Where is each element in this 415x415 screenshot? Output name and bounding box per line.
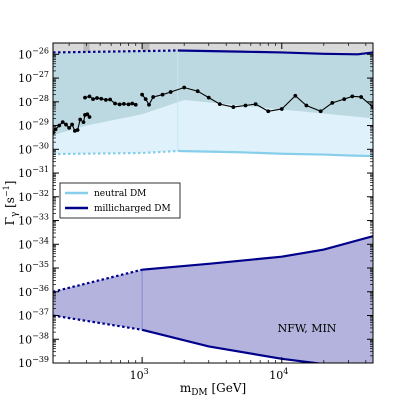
data-point-2-7 [113, 101, 117, 106]
data-point-1-0 [81, 120, 86, 124]
data-point-3-2 [147, 102, 151, 107]
data-point-2-5 [103, 98, 108, 102]
data-point-3-18 [330, 101, 335, 105]
data-point-3-6 [182, 85, 187, 90]
data-point-0-8 [75, 128, 80, 132]
data-point-2-1 [87, 94, 92, 99]
data-point-3-1 [143, 97, 148, 102]
data-point-0-9 [78, 117, 83, 122]
plot-frame [52, 42, 374, 364]
data-point-3-20 [350, 94, 355, 99]
data-point-2-8 [117, 102, 122, 107]
y-axis-label: Γγ [s−1] [2, 181, 20, 226]
annotation: NFW, MIN [278, 322, 337, 335]
y-tick-label-8: 10−34 [18, 236, 49, 251]
data-point-2-11 [130, 101, 135, 106]
x-axis-label: mDM [GeV] [180, 381, 246, 398]
data-point-3-17 [318, 109, 323, 114]
data-point-2-2 [91, 97, 95, 102]
y-tick-label-1: 10−27 [18, 70, 49, 85]
data-point-3-13 [266, 109, 271, 114]
y-tick-label-4: 10−30 [18, 141, 49, 156]
y-tick-label-9: 10−35 [18, 260, 49, 275]
data-point-3-11 [243, 103, 248, 108]
ticks: 10−26 10−27 10−28 10−29 10−30 10−31 10−32 10−33… [18, 43, 373, 382]
x-tick-label-1: 104 [269, 367, 288, 382]
y-tick-label-5: 10−31 [18, 165, 49, 180]
upper-limit-line-dotted [53, 49, 178, 54]
data-point-2-12 [133, 102, 138, 107]
data-point-3-4 [160, 92, 165, 97]
data-point-2-6 [108, 97, 113, 102]
data-point-2-10 [126, 102, 131, 107]
y-tick-label-0: 10−26 [18, 46, 49, 61]
data-point-3-16 [304, 103, 309, 108]
y-tick-label-3: 10−29 [18, 118, 49, 133]
data-point-3-21 [359, 95, 364, 99]
data-point-3-10 [231, 105, 236, 109]
overlap-fill [53, 50, 373, 136]
millicharged-upper-line-dotted [53, 268, 143, 293]
data-point-0-6 [70, 122, 74, 127]
y-tick-label-13: 10−39 [18, 355, 49, 370]
y-tick-label-2: 10−28 [18, 94, 49, 109]
legend-label-1: millicharged DM [94, 204, 171, 214]
data-point-3-15 [293, 93, 298, 98]
data-point-3-12 [253, 102, 258, 107]
data-point-3-0 [140, 92, 145, 97]
millicharged-upper-line-solid [142, 235, 373, 271]
data-point-1-2 [85, 112, 90, 117]
data-point-0-2 [57, 123, 62, 128]
legend-label-0: neutral DM [94, 189, 146, 199]
y-tick-label-6: 10−32 [18, 189, 49, 204]
y-tick-label-10: 10−36 [18, 284, 49, 299]
data-point-3-7 [195, 89, 200, 94]
millicharged-lower-line-dotted [53, 314, 143, 331]
data-point-0-5 [67, 125, 72, 130]
data-point-3-3 [151, 95, 156, 99]
y-tick-label-11: 10−37 [18, 308, 49, 323]
data-point-3-19 [342, 97, 347, 102]
data-point-2-9 [121, 101, 126, 106]
millicharged-band-fill [53, 236, 373, 363]
data-point-0-3 [60, 120, 65, 124]
legend: neutral DM millicharged DM [59, 182, 181, 219]
data-point-1-3 [87, 115, 92, 119]
plot-area [53, 43, 373, 363]
data-point-3-5 [168, 90, 173, 94]
data-point-2-3 [95, 96, 99, 100]
neutral-lower-line-solid [177, 149, 373, 158]
data-point-2-0 [83, 95, 87, 100]
x-tick-label-0: 103 [130, 367, 149, 382]
data-point-3-9 [217, 102, 222, 107]
y-tick-label-7: 10−33 [18, 213, 49, 228]
data-point-0-4 [64, 122, 68, 127]
data-point-3-14 [279, 107, 284, 111]
data-point-2-4 [99, 96, 104, 101]
data-point-3-8 [206, 95, 211, 100]
legend-box [59, 182, 181, 219]
upper-limit-line-solid [177, 49, 373, 56]
y-tick-label-12: 10−38 [18, 331, 49, 346]
